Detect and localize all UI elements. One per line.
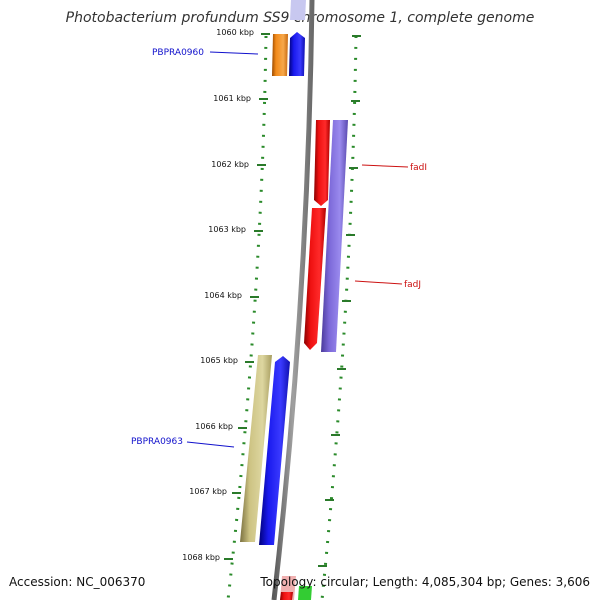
- gene-label-pbpra0960[interactable]: PBPRA0960: [152, 48, 204, 58]
- gene-label-fadi[interactable]: fadI: [410, 163, 427, 173]
- tick-label-1065: 1065 kbp: [200, 356, 238, 365]
- feature-green-bottom[interactable]: [298, 586, 312, 600]
- feature-blue-lower[interactable]: [259, 356, 290, 545]
- feature-pbpra0963[interactable]: [240, 355, 272, 542]
- leader-fadi: [361, 164, 409, 168]
- ruler-ticks: [224, 33, 361, 567]
- tick-labels: 1060 kbp 1061 kbp 1062 kbp 1063 kbp 1064…: [182, 28, 254, 562]
- label-leaders: [186, 51, 409, 448]
- tick-label-1061: 1061 kbp: [213, 94, 251, 103]
- gene-label-pbpra0963[interactable]: PBPRA0963: [131, 437, 183, 447]
- tick-label-1067: 1067 kbp: [189, 487, 227, 496]
- feature-red-bottom[interactable]: [280, 592, 293, 600]
- leader-pbpra0963: [186, 441, 235, 448]
- leader-fadj: [354, 280, 403, 285]
- tick-label-1062: 1062 kbp: [211, 160, 249, 169]
- topology-text: Topology: circular; Length: 4,085,304 bp…: [260, 575, 590, 589]
- tick-label-1066: 1066 kbp: [195, 422, 233, 431]
- gene-label-fadj[interactable]: fadJ: [404, 280, 421, 290]
- feature-fadj-purple[interactable]: [321, 120, 348, 352]
- feature-fadi[interactable]: [314, 120, 330, 206]
- feature-pale-blue-top[interactable]: [290, 0, 306, 20]
- feature-fadj-red[interactable]: [304, 208, 326, 350]
- tick-label-1063: 1063 kbp: [208, 225, 246, 234]
- feature-blue-top[interactable]: [289, 32, 305, 76]
- tick-label-1068: 1068 kbp: [182, 553, 220, 562]
- accession-text: Accession: NC_006370: [9, 575, 146, 589]
- feature-pbpra0960[interactable]: [272, 34, 288, 76]
- leader-pbpra0960: [209, 51, 259, 55]
- tick-label-1064: 1064 kbp: [204, 291, 242, 300]
- genome-backbone: [271, 0, 315, 600]
- tick-label-1060: 1060 kbp: [216, 28, 254, 37]
- gene-labels: PBPRA0960 fadI fadJ PBPRA0963: [131, 48, 427, 447]
